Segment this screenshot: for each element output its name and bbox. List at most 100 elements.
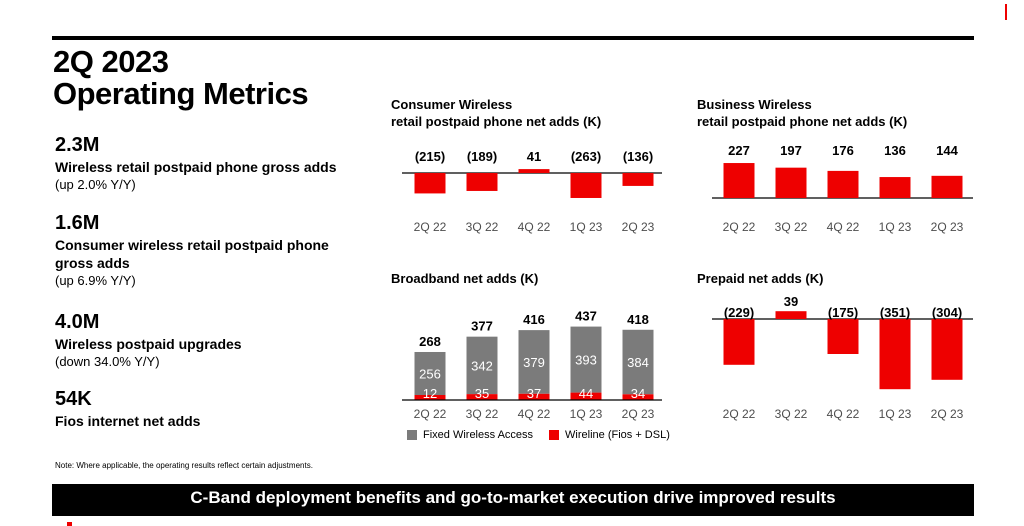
metric-gross-adds: 2.3M Wireless retail postpaid phone gros…: [55, 134, 375, 193]
x-tick-label: 2Q 23: [931, 407, 964, 421]
data-label-fwa: 342: [471, 358, 493, 373]
data-label: (351): [880, 305, 910, 320]
bar-3q-22: [775, 167, 807, 198]
bar-fwa-1q-23: [570, 326, 602, 393]
data-label-fwa: 384: [627, 355, 649, 370]
broadband-legend: Fixed Wireless Access Wireline (Fios + D…: [407, 429, 686, 441]
chart-title-business-wireless: Business Wireless retail postpaid phone …: [697, 96, 907, 130]
data-label: 144: [936, 143, 958, 158]
data-label: 227: [728, 143, 750, 158]
metric-label: Wireless postpaid upgrades: [55, 336, 242, 352]
metric-value: 54K: [55, 388, 92, 410]
data-label-wireline: 37: [527, 386, 541, 401]
data-label: (215): [415, 149, 445, 164]
data-label-wireline: 44: [579, 386, 593, 401]
bar-wireline-2q-23: [622, 394, 654, 400]
data-label-wireline: 35: [475, 386, 489, 401]
x-tick-label: 2Q 22: [723, 407, 756, 421]
bar-2q-23: [931, 175, 963, 198]
x-tick-label: 3Q 22: [775, 220, 808, 234]
chart-title-broadband: Broadband net adds (K): [391, 270, 538, 287]
x-tick-label: 3Q 22: [775, 407, 808, 421]
metric-sub: (down 34.0% Y/Y): [55, 354, 160, 369]
data-label: (136): [623, 149, 653, 164]
legend-item-wireline: Wireline (Fios + DSL): [549, 429, 670, 441]
title-line-1: 2Q 2023: [53, 44, 169, 79]
x-tick-label: 2Q 22: [723, 220, 756, 234]
bar-2q-23: [931, 319, 963, 380]
data-label-total: 416: [523, 312, 545, 327]
bar-2q-22: [723, 319, 755, 365]
data-label-fwa: 256: [419, 366, 441, 381]
data-label-total: 377: [471, 319, 493, 334]
x-tick-label: 1Q 23: [879, 407, 912, 421]
x-tick-label: 4Q 22: [518, 407, 551, 421]
data-label-wireline: 12: [423, 386, 437, 401]
x-tick-label: 3Q 22: [466, 407, 499, 421]
metric-upgrades: 4.0M Wireless postpaid upgrades (down 34…: [55, 311, 375, 370]
x-tick-label: 1Q 23: [570, 407, 603, 421]
bar-wireline-2q-22: [414, 395, 446, 400]
x-tick-label: 4Q 22: [827, 407, 860, 421]
x-tick-label: 2Q 22: [414, 407, 447, 421]
bar-fwa-2q-22: [414, 351, 446, 395]
data-label: (189): [467, 149, 497, 164]
x-tick-label: 2Q 23: [622, 220, 655, 234]
x-tick-label: 2Q 23: [622, 407, 655, 421]
chart-title-line: retail postpaid phone net adds (K): [697, 114, 908, 129]
chart-title-line: Broadband net adds (K): [391, 271, 539, 286]
bar-wireline-3q-22: [466, 394, 498, 400]
data-label: (263): [571, 149, 601, 164]
legend-label-wireline: Wireline (Fios + DSL): [565, 429, 670, 441]
data-label: 176: [832, 143, 854, 158]
metric-label: Fios internet net adds: [55, 413, 201, 429]
data-label-wireline: 34: [631, 386, 645, 401]
data-label-total: 268: [419, 334, 441, 349]
page-title: 2Q 2023 Operating Metrics: [53, 44, 309, 110]
bar-wireline-4q-22: [518, 393, 550, 400]
legend-item-fwa: Fixed Wireless Access: [407, 429, 533, 441]
data-label: 136: [884, 143, 906, 158]
bar-fwa-2q-23: [622, 329, 654, 395]
chart-title-line: Consumer Wireless: [391, 97, 513, 112]
chart-title-line: Prepaid net adds (K): [697, 271, 824, 286]
x-tick-label: 2Q 23: [931, 220, 964, 234]
x-tick-label: 4Q 22: [827, 220, 860, 234]
x-tick-label: 3Q 22: [466, 220, 499, 234]
bar-2q-22: [414, 173, 446, 194]
bar-3q-22: [466, 173, 498, 191]
chart-title-consumer-wireless: Consumer Wireless retail postpaid phone …: [391, 96, 601, 130]
chart-title-prepaid: Prepaid net adds (K): [697, 270, 823, 287]
data-label: (229): [724, 305, 754, 320]
data-label-total: 418: [627, 312, 649, 327]
bar-4q-22: [827, 319, 859, 354]
legend-swatch-wireline: [549, 430, 560, 440]
data-label: 39: [784, 294, 798, 309]
data-label-fwa: 379: [523, 355, 545, 370]
data-label: (304): [932, 305, 962, 320]
metric-consumer-gross-adds: 1.6M Consumer wireless retail postpaid p…: [55, 212, 365, 289]
bar-2q-23: [622, 173, 654, 186]
x-tick-label: 2Q 22: [414, 220, 447, 234]
x-tick-label: 1Q 23: [570, 220, 603, 234]
data-label-fwa: 393: [575, 353, 597, 368]
chart-title-line: Business Wireless: [697, 97, 812, 112]
chart-title-line: retail postpaid phone net adds (K): [391, 114, 602, 129]
brand-dot: [67, 522, 72, 526]
data-label-total: 437: [575, 309, 597, 324]
x-tick-label: 4Q 22: [518, 220, 551, 234]
legend-label-fwa: Fixed Wireless Access: [423, 429, 534, 441]
data-label: (175): [828, 305, 858, 320]
bar-4q-22: [518, 169, 550, 173]
metric-value: 2.3M: [55, 134, 100, 156]
bar-fwa-3q-22: [466, 336, 498, 395]
bar-wireline-1q-23: [570, 392, 602, 400]
bar-1q-23: [879, 319, 911, 390]
summary-banner: C-Band deployment benefits and go-to-mar…: [52, 484, 974, 516]
data-label: 197: [780, 143, 802, 158]
metric-fios-net-adds: 54K Fios internet net adds: [55, 388, 375, 430]
legend-swatch-fwa: [407, 430, 417, 440]
data-label: 41: [527, 149, 541, 164]
metric-sub: (up 6.9% Y/Y): [55, 273, 136, 288]
metric-label: Wireless retail postpaid phone gross add…: [55, 159, 337, 175]
